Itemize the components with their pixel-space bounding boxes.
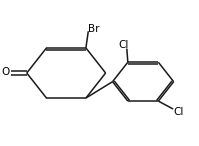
Text: O: O: [2, 67, 10, 77]
Text: Cl: Cl: [118, 40, 129, 50]
Text: Cl: Cl: [174, 107, 184, 117]
Text: Br: Br: [88, 24, 100, 34]
